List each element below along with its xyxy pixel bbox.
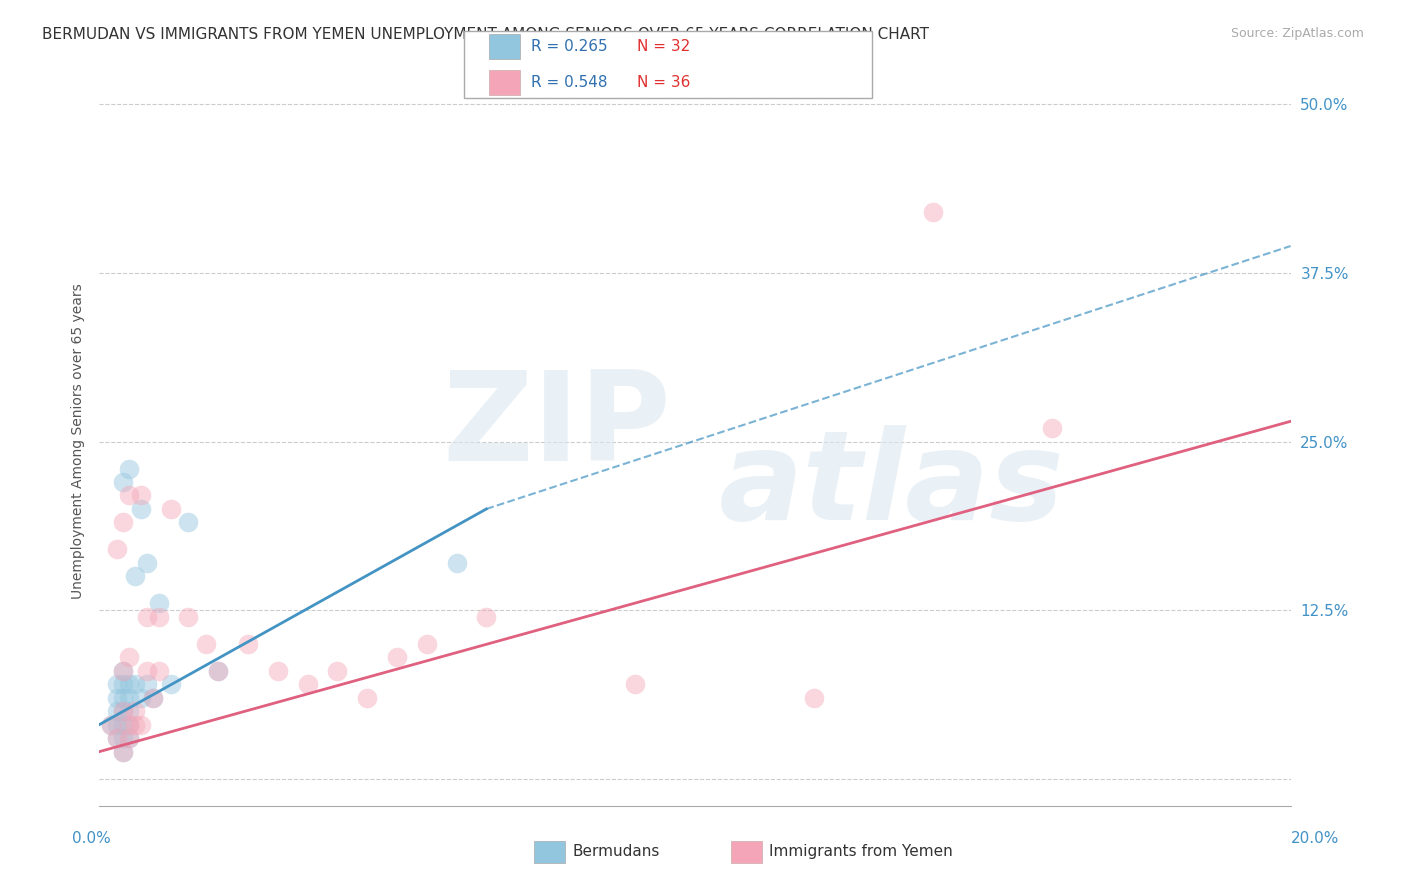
Point: [111, 745, 134, 759]
Point: [475, 610, 498, 624]
Point: [100, 717, 122, 731]
Text: Bermudans: Bermudans: [572, 845, 659, 859]
Point: [142, 690, 165, 705]
Point: [111, 717, 134, 731]
Point: [297, 677, 319, 691]
Point: [100, 717, 122, 731]
Point: [207, 664, 229, 678]
Point: [385, 650, 408, 665]
Point: [129, 502, 152, 516]
Point: [159, 677, 181, 691]
Text: R = 0.265: R = 0.265: [531, 39, 607, 54]
Point: [118, 704, 141, 718]
Point: [105, 731, 128, 746]
Point: [124, 677, 146, 691]
Point: [177, 610, 200, 624]
Point: [111, 516, 134, 530]
Point: [118, 488, 141, 502]
Point: [111, 745, 134, 759]
Point: [118, 461, 141, 475]
Text: BERMUDAN VS IMMIGRANTS FROM YEMEN UNEMPLOYMENT AMONG SENIORS OVER 65 YEARS CORRE: BERMUDAN VS IMMIGRANTS FROM YEMEN UNEMPL…: [42, 27, 929, 42]
Point: [118, 650, 141, 665]
Point: [111, 704, 134, 718]
Point: [356, 690, 378, 705]
Text: atlas: atlas: [718, 425, 1064, 546]
Point: [124, 717, 146, 731]
Point: [624, 677, 647, 691]
Point: [111, 475, 134, 489]
Point: [105, 731, 128, 746]
Point: [922, 205, 945, 219]
Point: [105, 704, 128, 718]
Text: 20.0%: 20.0%: [1291, 831, 1339, 846]
Point: [118, 717, 141, 731]
Point: [267, 664, 290, 678]
Point: [111, 704, 134, 718]
Point: [124, 569, 146, 583]
Point: [129, 717, 152, 731]
Point: [148, 596, 170, 610]
Point: [148, 610, 170, 624]
Point: [118, 677, 141, 691]
Point: [118, 717, 141, 731]
Text: 0.0%: 0.0%: [72, 831, 111, 846]
Text: Source: ZipAtlas.com: Source: ZipAtlas.com: [1230, 27, 1364, 40]
Point: [124, 704, 146, 718]
Text: R = 0.548: R = 0.548: [531, 75, 607, 90]
Text: N = 36: N = 36: [637, 75, 690, 90]
Point: [135, 677, 157, 691]
Point: [111, 664, 134, 678]
Point: [111, 731, 134, 746]
Point: [111, 664, 134, 678]
Point: [177, 516, 200, 530]
Point: [111, 690, 134, 705]
Point: [129, 488, 152, 502]
Point: [803, 690, 825, 705]
Text: Immigrants from Yemen: Immigrants from Yemen: [769, 845, 953, 859]
Point: [118, 731, 141, 746]
Point: [135, 610, 157, 624]
Point: [105, 542, 128, 557]
Point: [195, 637, 218, 651]
Point: [105, 677, 128, 691]
Point: [111, 677, 134, 691]
Point: [129, 690, 152, 705]
Point: [142, 690, 165, 705]
Y-axis label: Unemployment Among Seniors over 65 years: Unemployment Among Seniors over 65 years: [72, 284, 86, 599]
Point: [326, 664, 349, 678]
Point: [236, 637, 259, 651]
Point: [135, 556, 157, 570]
Point: [148, 664, 170, 678]
Point: [416, 637, 439, 651]
Point: [105, 717, 128, 731]
Point: [105, 690, 128, 705]
Point: [118, 690, 141, 705]
Point: [135, 664, 157, 678]
Text: N = 32: N = 32: [637, 39, 690, 54]
Point: [159, 502, 181, 516]
Point: [207, 664, 229, 678]
Point: [446, 556, 468, 570]
Text: ZIP: ZIP: [443, 367, 671, 487]
Point: [1040, 421, 1063, 435]
Point: [118, 731, 141, 746]
